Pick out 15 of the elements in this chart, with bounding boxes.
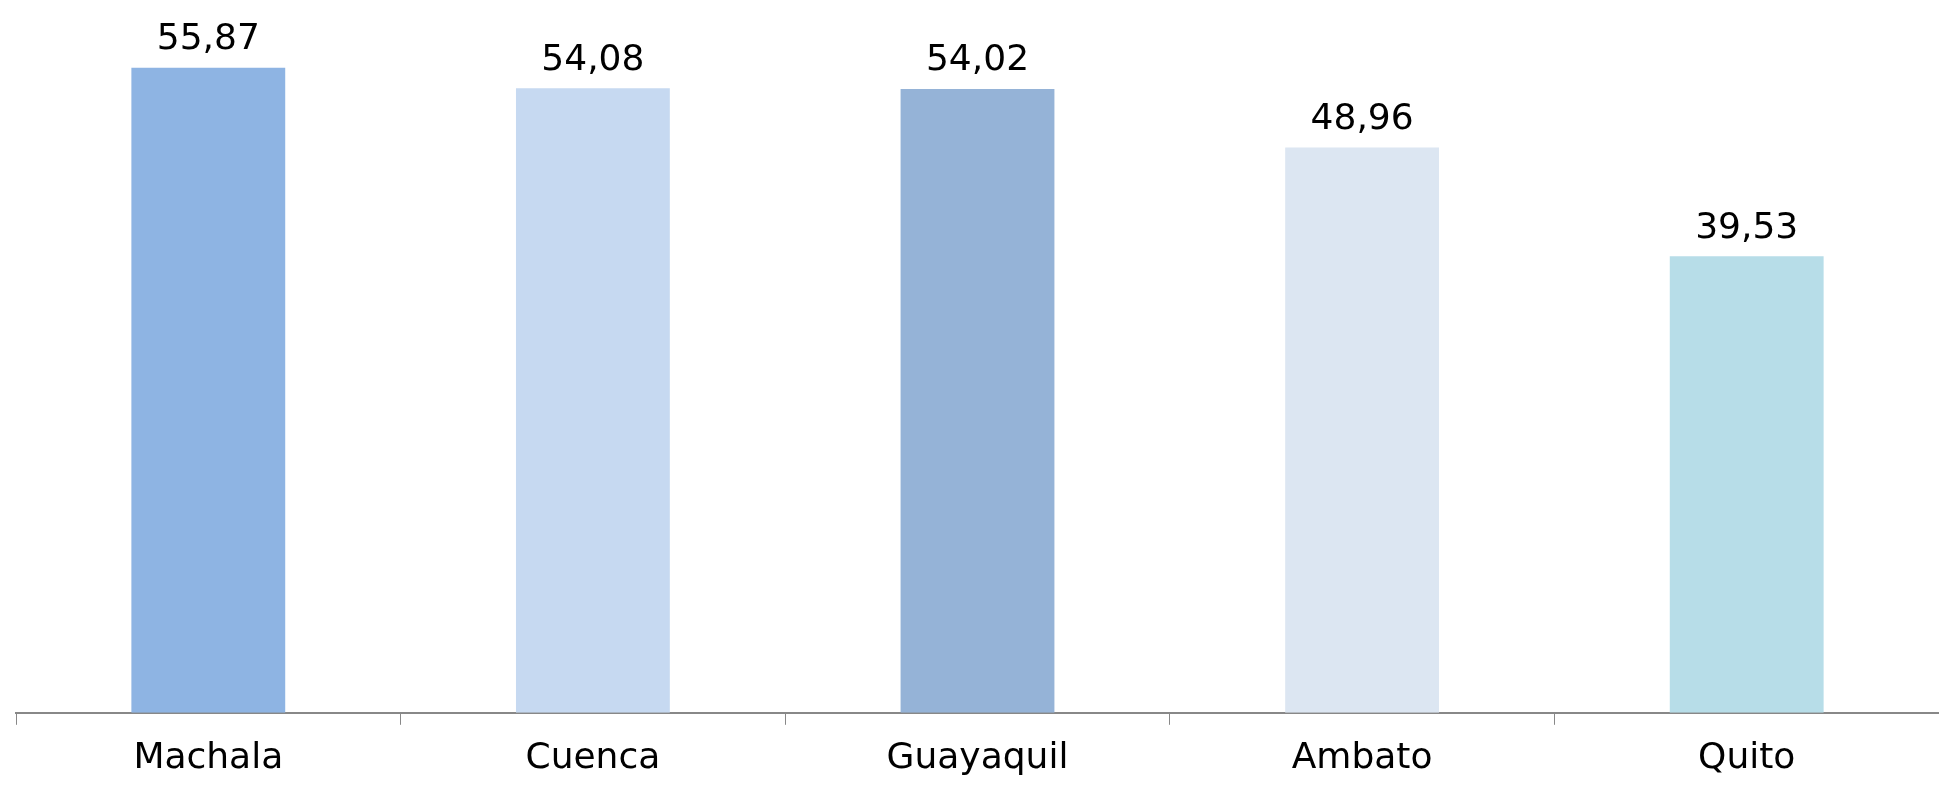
- x-tick-label: Guayaquil: [886, 734, 1069, 776]
- x-tick-label: Cuenca: [525, 734, 661, 776]
- bar: [131, 67, 286, 713]
- bar: [1285, 147, 1440, 713]
- bar: [1669, 256, 1824, 713]
- data-label: 54,02: [925, 37, 1030, 79]
- x-tick-label: Quito: [1698, 734, 1796, 776]
- x-tick-label: Ambato: [1291, 734, 1433, 776]
- data-label: 54,08: [541, 36, 645, 78]
- data-label: 48,96: [1310, 95, 1414, 137]
- data-label: 39,53: [1695, 204, 1799, 246]
- bar: [515, 88, 670, 713]
- bar: [900, 89, 1055, 713]
- x-tick-label: Machala: [133, 734, 284, 776]
- data-label: 55,87: [156, 16, 260, 58]
